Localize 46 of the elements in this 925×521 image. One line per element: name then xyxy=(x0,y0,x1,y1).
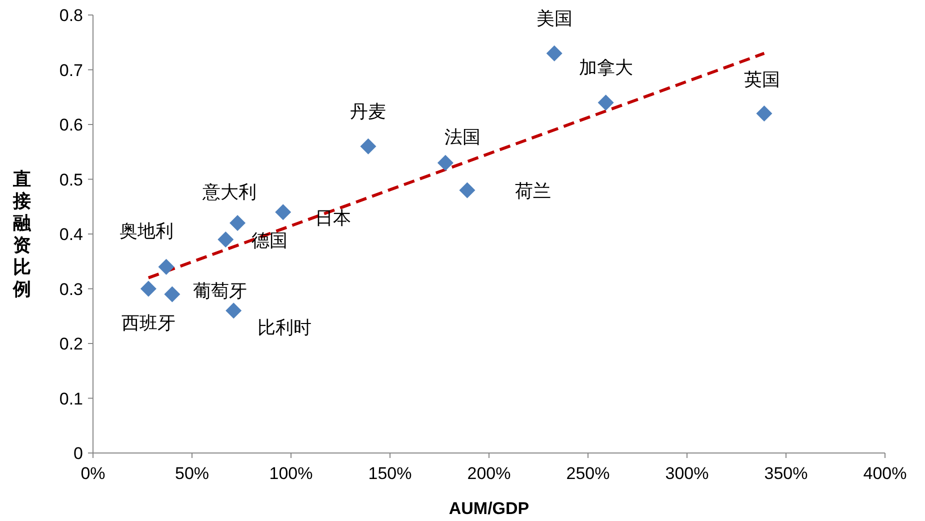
x-tick-label: 300% xyxy=(665,464,709,483)
y-tick-label: 0.1 xyxy=(59,389,83,408)
point xyxy=(459,182,476,198)
point xyxy=(140,280,156,297)
point xyxy=(226,302,242,319)
x-tick-label: 50% xyxy=(174,464,210,483)
y-tick-label: 0.8 xyxy=(59,6,83,25)
point xyxy=(275,204,292,220)
x-tick-label: 100% xyxy=(269,464,313,483)
x-tick-label: 0% xyxy=(80,464,106,483)
annotation: 德国 xyxy=(252,230,288,250)
annotation: 意大利 xyxy=(202,182,257,202)
x-tick-label: 250% xyxy=(566,464,610,483)
annotation: 丹麦 xyxy=(350,101,386,122)
point xyxy=(360,138,376,154)
y-axis-title: 直接融资比例 xyxy=(12,169,32,299)
y-tick-label: 0.6 xyxy=(59,116,83,134)
y-tick-label: 0.3 xyxy=(59,280,83,299)
y-tick-label: 0.4 xyxy=(59,225,83,244)
y-tick-label: 0.5 xyxy=(59,170,83,190)
annotation: 奥地利 xyxy=(119,220,174,241)
x-tick-label: 400% xyxy=(863,464,907,483)
point xyxy=(546,45,562,62)
annotation: 日本 xyxy=(315,208,352,228)
point xyxy=(437,154,454,171)
annotation: 荷兰 xyxy=(515,181,552,202)
point xyxy=(158,258,174,275)
x-tick-label: 350% xyxy=(764,464,808,483)
point xyxy=(218,231,234,248)
annotation: 比利时 xyxy=(258,318,312,338)
point xyxy=(598,94,614,111)
y-tick-label: 0.7 xyxy=(59,60,83,80)
annotation: 英国 xyxy=(744,70,780,90)
x-tick-label: 200% xyxy=(467,464,511,483)
y-tick-label: 0.2 xyxy=(59,334,83,354)
point xyxy=(756,106,772,122)
y-tick-label: 0 xyxy=(74,444,83,463)
annotation: 加拿大 xyxy=(578,58,633,78)
annotation: 法国 xyxy=(444,126,480,147)
x-axis-title: AUM/GDP xyxy=(448,499,530,518)
point xyxy=(230,215,246,232)
x-tick-label: 150% xyxy=(368,464,412,483)
annotation: 葡萄牙 xyxy=(193,281,248,302)
annotation: 美国 xyxy=(536,8,572,28)
annotation: 西班牙 xyxy=(121,312,176,333)
point xyxy=(164,286,180,302)
